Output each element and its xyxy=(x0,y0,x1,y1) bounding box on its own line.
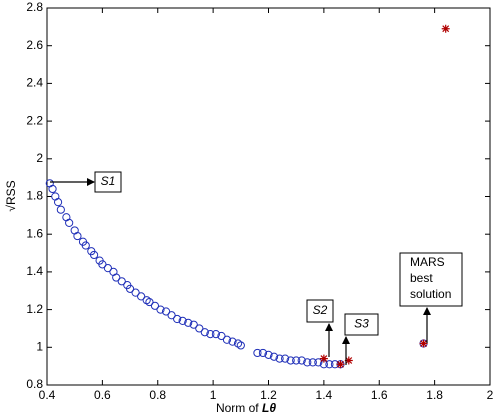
y-tick-label: 1.2 xyxy=(26,302,43,316)
y-tick-label: 0.8 xyxy=(26,377,43,391)
data-point xyxy=(211,330,220,339)
annotation-label: S2 xyxy=(313,303,328,317)
annotation-box xyxy=(306,299,334,323)
data-point xyxy=(81,241,90,250)
data-point xyxy=(281,354,290,363)
data-point xyxy=(112,273,121,282)
data-point xyxy=(275,354,284,363)
data-point xyxy=(264,350,273,359)
data-point xyxy=(441,24,450,33)
y-tick-label: 2.4 xyxy=(26,76,43,90)
x-tick-label: 0.8 xyxy=(149,388,166,402)
data-point xyxy=(173,314,182,324)
data-point xyxy=(103,264,113,273)
data-point xyxy=(131,288,140,297)
data-point xyxy=(117,277,126,286)
x-tick-label: 1 xyxy=(210,388,217,402)
data-point xyxy=(98,260,107,269)
annotation-label: S3 xyxy=(354,317,369,331)
data-point xyxy=(195,324,204,333)
annotation-label: MARS xyxy=(410,255,445,269)
annotation-label: best xyxy=(410,271,433,285)
y-tick-label: 2 xyxy=(36,151,43,165)
y-tick-label: 1.6 xyxy=(26,226,43,240)
data-point xyxy=(178,316,187,326)
data-point xyxy=(200,328,209,337)
annotation-label: S1 xyxy=(101,174,116,188)
data-point xyxy=(292,356,301,365)
data-point xyxy=(167,311,176,320)
data-point xyxy=(344,356,353,365)
data-point xyxy=(184,318,193,327)
data-point xyxy=(89,250,99,260)
data-point xyxy=(419,339,428,348)
data-point xyxy=(314,358,323,367)
x-label-symbol: Lθ xyxy=(262,401,276,415)
data-point xyxy=(222,335,232,344)
annotation-box xyxy=(399,252,463,307)
data-point xyxy=(53,198,63,207)
y-axis-label: √RSS xyxy=(4,180,18,211)
data-point xyxy=(303,358,312,367)
data-point xyxy=(228,337,237,346)
x-tick-label: 1.2 xyxy=(260,388,277,402)
data-point xyxy=(336,360,345,369)
x-tick-label: 1.8 xyxy=(426,388,443,402)
x-tick-label: 0.6 xyxy=(94,388,111,402)
data-point xyxy=(269,352,279,361)
data-point xyxy=(137,292,146,301)
y-tick-label: 2.6 xyxy=(26,38,43,52)
x-label-text: Norm of xyxy=(216,401,259,415)
data-point xyxy=(325,360,334,369)
y-tick-label: 1.8 xyxy=(26,189,43,203)
data-point xyxy=(236,341,245,350)
x-tick-label: 1.4 xyxy=(316,388,333,402)
x-axis-label: Norm of Lθ xyxy=(216,401,276,415)
x-tick-label: 2 xyxy=(487,388,494,402)
data-point xyxy=(297,356,306,365)
annotation-box xyxy=(344,313,379,336)
data-point xyxy=(189,320,198,329)
data-point xyxy=(286,356,295,365)
data-point xyxy=(253,348,262,358)
data-point xyxy=(206,330,215,339)
x-tick-label: 0.4 xyxy=(39,388,56,402)
data-point xyxy=(258,348,268,358)
data-point xyxy=(48,184,57,194)
data-point xyxy=(125,284,135,293)
data-point xyxy=(56,205,65,214)
x-tick-label: 1.6 xyxy=(371,388,388,402)
y-tick-label: 2.8 xyxy=(26,0,43,14)
data-point xyxy=(145,297,154,307)
data-point xyxy=(73,231,82,241)
data-point xyxy=(150,301,160,310)
data-point xyxy=(217,331,226,341)
y-tick-label: 2.2 xyxy=(26,113,43,127)
y-tick-label: 1.4 xyxy=(26,264,43,278)
annotation-box xyxy=(94,171,122,193)
data-point xyxy=(156,305,165,314)
y-tick-label: 1 xyxy=(36,339,43,353)
data-point xyxy=(65,218,74,227)
data-point xyxy=(161,307,171,316)
data-point xyxy=(319,354,328,363)
data-point xyxy=(308,358,317,367)
annotation-label: solution xyxy=(410,287,451,301)
